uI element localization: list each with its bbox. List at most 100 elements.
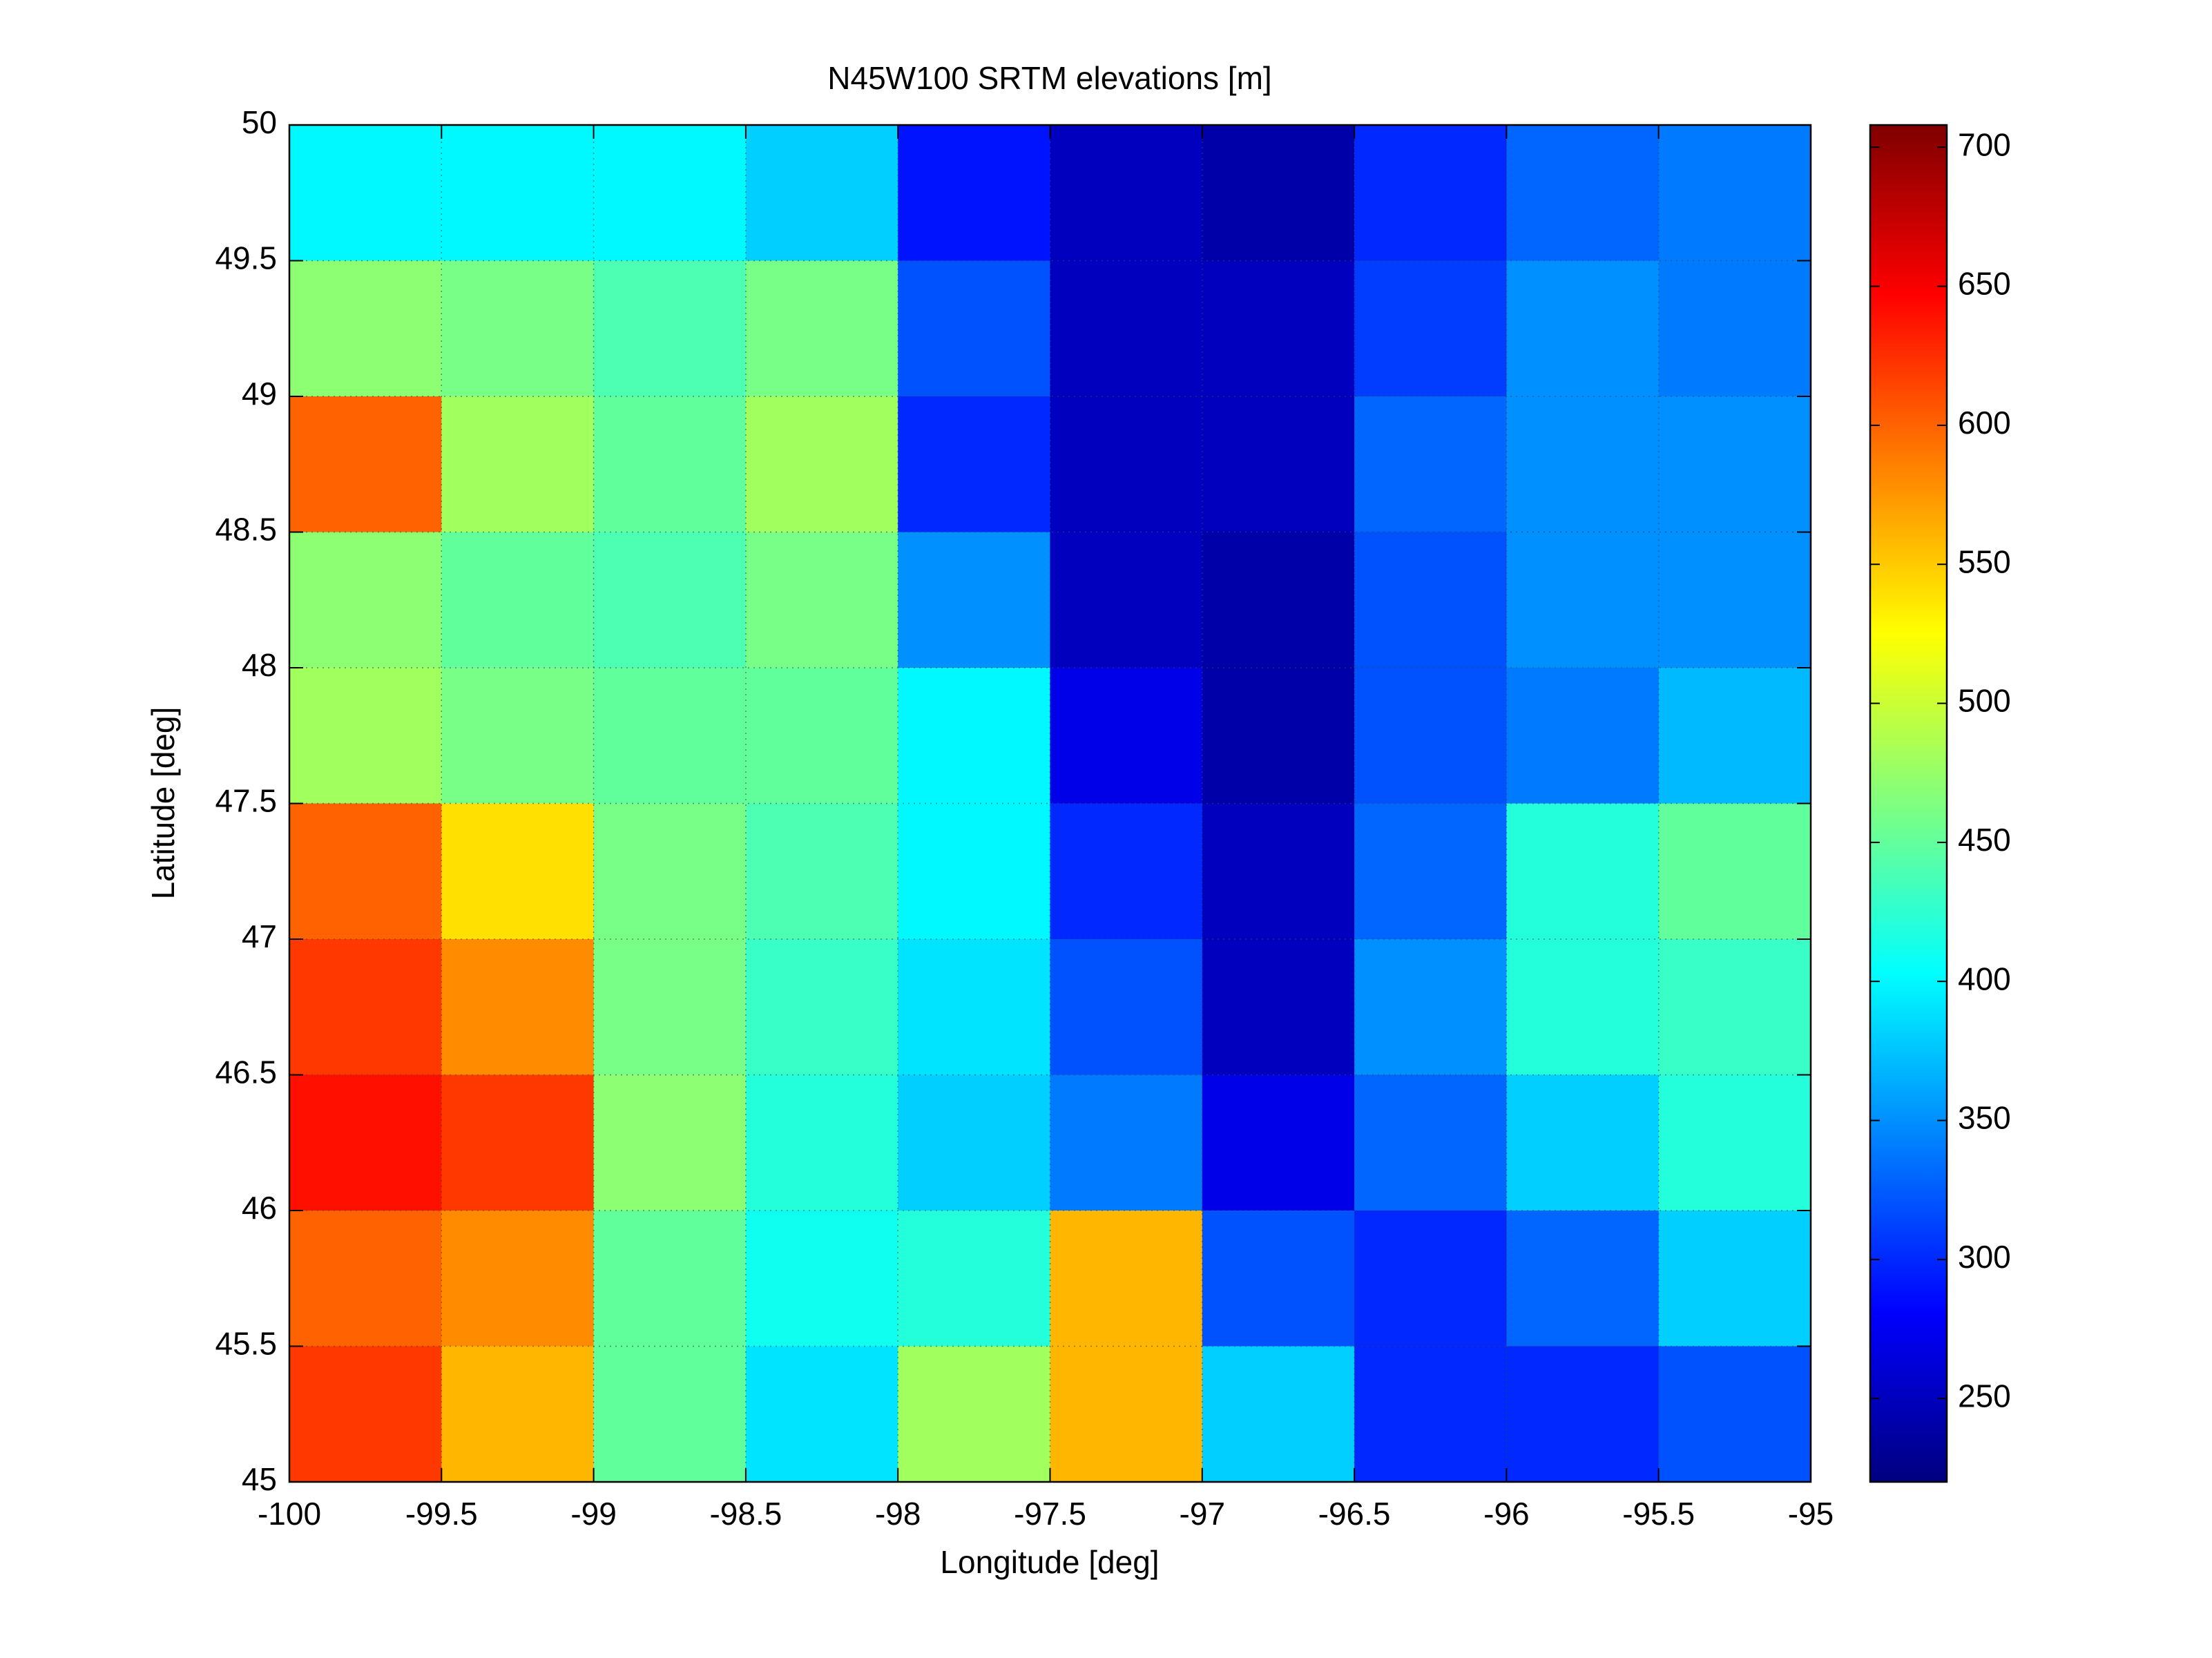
heatmap-cell — [745, 260, 898, 397]
heatmap-cell — [1354, 1346, 1507, 1483]
heatmap-cell — [1202, 532, 1355, 668]
heatmap-cell — [898, 260, 1050, 397]
heatmap-cell — [1202, 1346, 1355, 1483]
heatmap-cell — [441, 396, 595, 532]
heatmap-cell — [745, 939, 898, 1075]
heatmap-cell — [1658, 396, 1811, 532]
heatmap-cell — [289, 125, 442, 261]
heatmap-cell — [1354, 803, 1507, 940]
heatmap-cell — [1506, 125, 1660, 261]
heatmap-cell — [1354, 396, 1507, 532]
heatmap-cell — [593, 803, 747, 940]
x-tick-label: -95 — [1788, 1496, 1834, 1532]
y-tick-label: 46 — [242, 1190, 277, 1226]
heatmap-cell — [1050, 939, 1203, 1075]
heatmap-cell — [1506, 803, 1660, 940]
heatmap-cell — [1506, 939, 1660, 1075]
heatmap-cell — [289, 260, 442, 397]
y-tick-label: 49 — [242, 376, 277, 412]
heatmap-cell — [1658, 1211, 1811, 1347]
heatmap-cell — [593, 939, 747, 1075]
x-tick-label: -98.5 — [709, 1496, 782, 1532]
x-tick-label: -97.5 — [1014, 1496, 1086, 1532]
heatmap-cell — [1050, 1211, 1203, 1347]
heatmap-cell — [441, 532, 595, 668]
heatmap-cell — [441, 1211, 595, 1347]
heatmap-cell — [1506, 1074, 1660, 1211]
heatmap-cell — [289, 1211, 442, 1347]
heatmap-cell — [289, 668, 442, 804]
heatmap-cell — [1506, 668, 1660, 804]
colorbar-tick-label: 500 — [1958, 683, 2011, 719]
heatmap-cell — [745, 668, 898, 804]
heatmap-cell — [1050, 396, 1203, 532]
heatmap-cell — [745, 396, 898, 532]
heatmap-cell — [1506, 532, 1660, 668]
heatmap-cell — [745, 125, 898, 261]
colorbar-tick-label: 400 — [1958, 961, 2011, 996]
heatmap-cell — [441, 803, 595, 940]
heatmap-cell — [898, 396, 1050, 532]
x-tick-label: -98 — [875, 1496, 921, 1532]
heatmap-cell — [289, 803, 442, 940]
colorbar — [1869, 124, 1948, 1483]
heatmap-cell — [1658, 1346, 1811, 1483]
heatmap-cell — [745, 803, 898, 940]
heatmap-cell — [1202, 1211, 1355, 1347]
heatmap-cell — [1354, 1211, 1507, 1347]
heatmap-cell — [1506, 260, 1660, 397]
y-tick-label: 45 — [242, 1461, 277, 1497]
heatmap-cell — [593, 396, 747, 532]
heatmap-cell — [441, 125, 595, 261]
heatmap-cell — [1506, 1211, 1660, 1347]
heatmap-cell — [1658, 260, 1811, 397]
colorbar-tick-label: 300 — [1958, 1239, 2011, 1275]
heatmap-cell — [898, 1211, 1050, 1347]
heatmap-cell — [1506, 1346, 1660, 1483]
y-tick-label: 47 — [242, 918, 277, 954]
heatmap-cell — [1202, 668, 1355, 804]
heatmap-cell — [1354, 125, 1507, 261]
heatmap-cell — [1658, 939, 1811, 1075]
heatmap-cell — [745, 532, 898, 668]
x-tick-label: -95.5 — [1622, 1496, 1695, 1532]
heatmap-cell — [441, 939, 595, 1075]
heatmap-cell — [289, 532, 442, 668]
heatmap-cell — [1050, 260, 1203, 397]
heatmap-cell — [593, 260, 747, 397]
heatmap-cell — [1658, 125, 1811, 261]
heatmap-cell — [898, 125, 1050, 261]
heatmap-cell — [1202, 939, 1355, 1075]
heatmap-cell — [898, 1346, 1050, 1483]
colorbar-tick-label: 250 — [1958, 1378, 2011, 1414]
heatmap-cell — [1050, 668, 1203, 804]
y-tick-label: 47.5 — [215, 783, 277, 819]
heatmap-cell — [1354, 939, 1507, 1075]
heatmap-cell — [1202, 396, 1355, 532]
x-tick-label: -99 — [570, 1496, 616, 1532]
heatmap-cell — [745, 1211, 898, 1347]
x-tick-label: -99.5 — [405, 1496, 478, 1532]
x-tick-label: -100 — [258, 1496, 321, 1532]
x-axis-label: Longitude [deg] — [940, 1544, 1159, 1580]
heatmap-cell — [1658, 532, 1811, 668]
heatmap-cell — [593, 1074, 747, 1211]
heatmap-cell — [593, 1346, 747, 1483]
heatmap-cell — [1354, 532, 1507, 668]
x-tick-label: -96 — [1483, 1496, 1529, 1532]
heatmap-cell — [898, 668, 1050, 804]
colorbar-tick-label: 550 — [1958, 543, 2011, 579]
colorbar-tick-label: 700 — [1958, 126, 2011, 162]
heatmap-cell — [898, 532, 1050, 668]
y-tick-label: 45.5 — [215, 1326, 277, 1362]
heatmap-cell — [1658, 1074, 1811, 1211]
heatmap-cell — [289, 396, 442, 532]
heatmap-cell — [1354, 260, 1507, 397]
heatmap-cell — [1354, 668, 1507, 804]
heatmap-cell — [1050, 125, 1203, 261]
y-tick-label: 48.5 — [215, 512, 277, 548]
heatmap-cell — [1050, 532, 1203, 668]
chart-title: N45W100 SRTM elevations [m] — [827, 60, 1271, 96]
heatmap-cell — [1050, 803, 1203, 940]
